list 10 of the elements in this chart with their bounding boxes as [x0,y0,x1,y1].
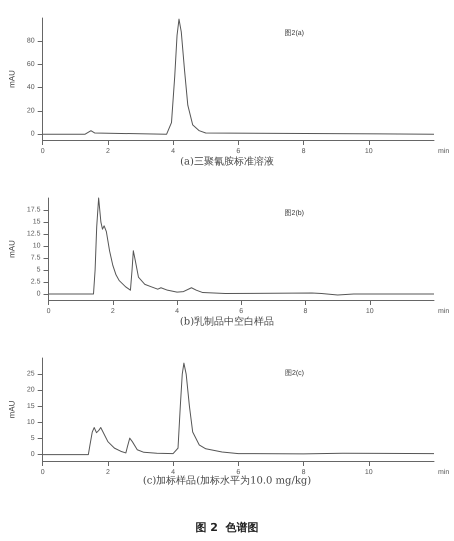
y-axis-title: mAU [8,240,16,258]
y-axis-title: mAU [8,400,16,418]
text: (b)乳制品中空白样品 [180,316,274,328]
line-series [42,362,434,456]
text: (c)加标样品(加标水平为10.0 mg/kg) [142,474,312,486]
y-axis-title: mAU [8,70,16,88]
line-series [42,18,434,135]
caption: 图 2 色谱图 [195,521,259,534]
text: (a)三聚氰胺标准溶液 [180,156,274,168]
line-series [48,198,434,296]
